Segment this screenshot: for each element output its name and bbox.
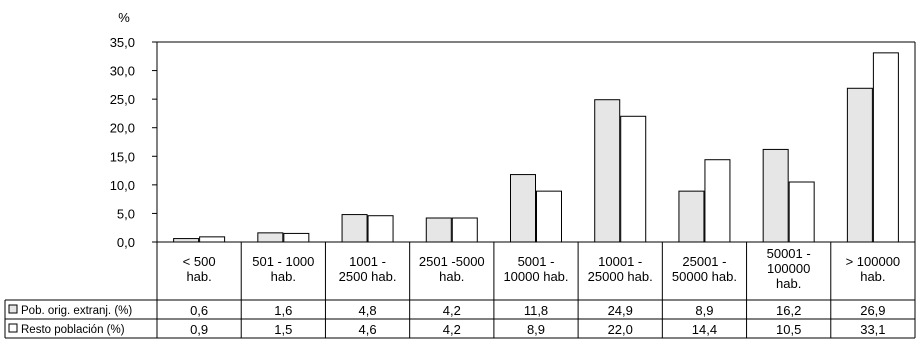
- bar: [678, 190, 705, 243]
- y-axis-unit-label: %: [118, 10, 130, 25]
- x-tick-label-line: 100000: [767, 261, 810, 276]
- x-tick-label: > 100000 hab.: [846, 254, 901, 284]
- x-tick-label: < 500 hab.: [183, 254, 216, 284]
- y-tick-label: 0,0: [117, 235, 135, 250]
- x-tick-label-line: < 500: [183, 254, 216, 269]
- x-tick-label-line: 501 - 1000: [252, 254, 314, 269]
- y-tick-label: 10,0: [110, 178, 135, 193]
- x-tick-label-line: hab.: [776, 276, 801, 291]
- data-label: 33,1: [860, 322, 885, 337]
- data-label: 0,6: [190, 303, 208, 318]
- bar: [173, 238, 200, 243]
- x-tick-label-line: hab.: [439, 269, 464, 284]
- bar: [704, 159, 731, 243]
- data-label: 1,6: [274, 303, 292, 318]
- legend-swatch: [8, 323, 18, 333]
- data-label: 4,2: [443, 303, 461, 318]
- bar: [451, 217, 478, 243]
- x-tick-label-line: 50000 hab.: [672, 269, 737, 284]
- x-tick-label-line: 2501 -5000: [419, 254, 485, 269]
- bar: [788, 181, 815, 243]
- bar: [341, 214, 368, 243]
- y-tick-label: 5,0: [117, 206, 135, 221]
- x-tick-label-line: 10001 -: [598, 254, 642, 269]
- bar: [283, 232, 310, 243]
- bar: [510, 174, 536, 243]
- x-tick-label-line: 50001 -: [767, 246, 811, 261]
- x-tick-label: 501 - 1000 hab.: [252, 254, 314, 284]
- data-label: 4,6: [359, 322, 377, 337]
- data-label: 11,8: [524, 303, 548, 318]
- x-tick-label-line: > 100000: [846, 254, 901, 269]
- x-tick-label: 2501 -5000 hab.: [419, 254, 485, 284]
- x-tick-label-line: hab.: [186, 269, 211, 284]
- x-tick-label-line: 1001 -: [349, 254, 386, 269]
- data-label: 10,5: [776, 322, 801, 337]
- data-label: 26,9: [860, 303, 885, 318]
- x-tick-label-line: hab.: [271, 269, 296, 284]
- x-tick-label: 5001 -10000 hab.: [503, 254, 568, 284]
- bar: [199, 236, 226, 243]
- bar: [620, 115, 647, 243]
- legend-label: Pob. orig. extranj. (%): [21, 305, 132, 317]
- bar: [872, 52, 899, 243]
- legend-swatch: [8, 304, 18, 314]
- bar: [536, 190, 562, 243]
- y-tick-label: 15,0: [110, 149, 135, 164]
- bar: [846, 87, 873, 243]
- y-tick-label: 30,0: [110, 64, 135, 79]
- data-label: 0,9: [190, 322, 208, 337]
- data-label: 8,9: [695, 303, 713, 318]
- bar: [257, 232, 284, 243]
- x-tick-label: 10001 -25000 hab.: [588, 254, 653, 284]
- x-tick-label: 1001 -2500 hab.: [339, 254, 397, 284]
- x-tick-label-line: 2500 hab.: [339, 269, 397, 284]
- y-tick-label: 35,0: [110, 35, 135, 50]
- data-label: 4,8: [359, 303, 377, 318]
- x-tick-label-line: 25000 hab.: [588, 269, 653, 284]
- y-tick-label: 25,0: [110, 92, 135, 107]
- bar: [594, 99, 621, 243]
- data-label: 4,2: [443, 322, 461, 337]
- bar: [367, 215, 394, 243]
- x-tick-label-line: 25001 -: [682, 254, 726, 269]
- bar: [425, 217, 452, 243]
- x-tick-label-line: 5001 -: [518, 254, 555, 269]
- data-label: 8,9: [527, 322, 545, 337]
- x-tick-label-line: 10000 hab.: [503, 269, 568, 284]
- y-tick-label: 20,0: [110, 121, 135, 136]
- data-label: 14,4: [692, 322, 717, 337]
- plot-area: 0,0 5,0 10,0 15,0 20,0 25,0 30,0 35,0: [110, 35, 916, 250]
- x-tick-label-line: hab.: [860, 269, 885, 284]
- data-label: 24,9: [608, 303, 633, 318]
- bar: [762, 148, 789, 243]
- legend-label: Resto población (%): [21, 324, 125, 336]
- data-table: < 500 hab.501 - 1000 hab.1001 -2500 hab.25…: [4, 241, 916, 339]
- data-label: 22,0: [608, 322, 633, 337]
- x-tick-label: 25001 -50000 hab.: [672, 254, 737, 284]
- data-label: 16,2: [776, 303, 801, 318]
- x-tick-label: 50001 -100000 hab.: [767, 246, 811, 291]
- data-label: 1,5: [274, 322, 292, 337]
